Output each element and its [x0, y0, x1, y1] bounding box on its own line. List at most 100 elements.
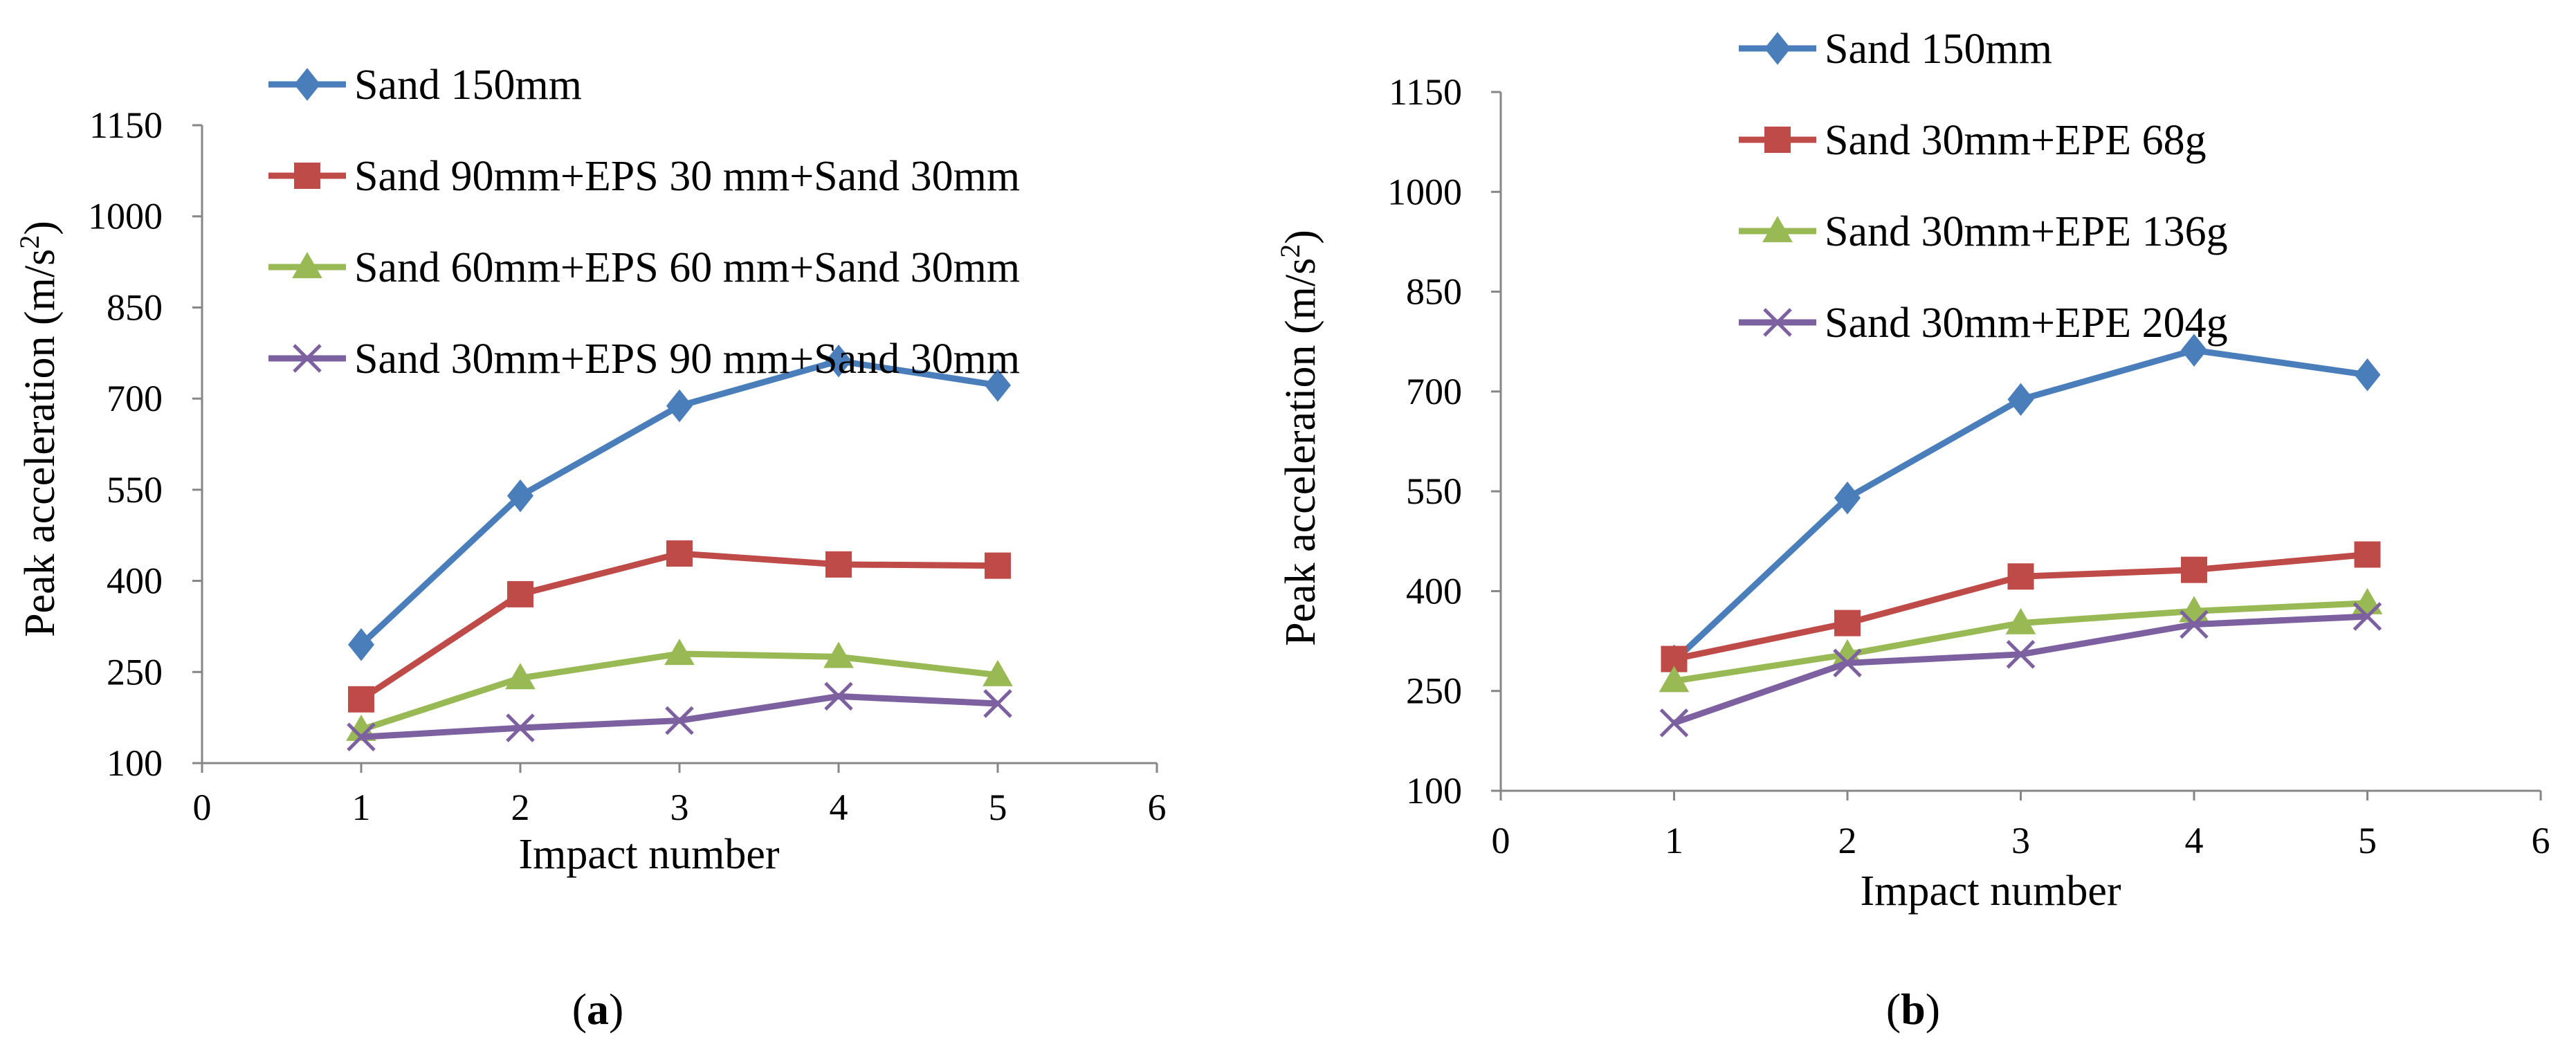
legend-marker	[293, 344, 322, 373]
data-point	[2354, 358, 2381, 392]
data-point	[507, 479, 533, 513]
data-point	[2006, 640, 2036, 669]
legend-label: Sand 90mm+EPS 30 mm+Sand 30mm	[354, 153, 1020, 200]
y-axis-title: Peak acceleration (m/s2)	[14, 221, 64, 637]
data-point	[983, 659, 1013, 686]
legend-label: Sand 150mm	[354, 62, 582, 109]
x-tick-label: 3	[2011, 820, 2030, 861]
series-1	[1661, 333, 2381, 678]
y-tick-label: 550	[107, 469, 163, 511]
x-tick-label: 2	[511, 787, 530, 828]
series-4	[347, 681, 1012, 752]
y-tick-label: 250	[1406, 670, 1462, 712]
x-tick-label: 6	[2532, 820, 2550, 861]
data-point	[347, 722, 376, 752]
data-point	[1659, 708, 1689, 738]
x-tick-label: 0	[193, 787, 212, 828]
x-tick-label: 0	[1492, 820, 1510, 861]
data-point	[1834, 482, 1861, 515]
legend-entry-4: Sand 30mm+EPE 204g	[1739, 300, 2228, 347]
legend-marker	[1762, 216, 1793, 243]
data-point	[2181, 556, 2207, 583]
panel-label: (b)	[1886, 985, 1940, 1034]
panel-label: (a)	[572, 985, 624, 1034]
x-tick-label: 1	[1665, 820, 1683, 861]
data-point	[666, 389, 693, 423]
x-tick-label: 4	[2185, 820, 2204, 861]
y-tick-label: 100	[1406, 770, 1462, 812]
data-point	[985, 369, 1011, 402]
y-tick-label: 700	[1406, 371, 1462, 412]
data-point	[2181, 333, 2207, 367]
legend-label: Sand 60mm+EPS 60 mm+Sand 30mm	[354, 244, 1020, 291]
data-point	[824, 681, 853, 711]
legend-entry-2: Sand 30mm+EPE 68g	[1739, 117, 2207, 164]
legend-entry-1: Sand 150mm	[268, 62, 582, 109]
legend-entry-3: Sand 60mm+EPS 60 mm+Sand 30mm	[268, 244, 1020, 291]
data-point	[2353, 602, 2382, 631]
x-tick-label: 3	[670, 787, 689, 828]
data-point	[823, 641, 854, 668]
y-tick-label: 1150	[89, 104, 163, 146]
series-2	[348, 540, 1011, 713]
y-tick-label: 250	[107, 651, 163, 693]
legend-label: Sand 150mm	[1825, 26, 2052, 73]
data-point	[348, 628, 374, 661]
data-point	[666, 540, 693, 567]
y-axis-title: Peak acceleration (m/s2)	[1275, 230, 1324, 646]
y-tick-label: 850	[1406, 271, 1462, 313]
data-point	[825, 344, 852, 378]
chart-panel-b: 100 250 400 550 700 850 1000 1150 0 1 2 3 4 5 6 Impact …	[1275, 26, 2550, 1034]
data-point	[665, 706, 694, 735]
y-tick-label: 700	[107, 378, 163, 419]
data-point	[505, 663, 536, 690]
legend-marker	[294, 68, 320, 101]
legend-marker	[1763, 308, 1792, 337]
x-tick-label: 2	[1838, 820, 1857, 861]
data-point	[1659, 666, 1690, 693]
data-point	[2007, 563, 2034, 590]
y-tick-label: 1150	[1389, 71, 1462, 113]
series-2	[1661, 541, 2381, 672]
legend-marker	[294, 163, 320, 189]
legend-label: Sand 30mm+EPS 90 mm+Sand 30mm	[354, 336, 1020, 383]
series-line	[360, 693, 998, 740]
data-point	[2354, 541, 2381, 568]
data-point	[985, 552, 1011, 579]
x-axis-title: Impact number	[518, 831, 779, 878]
series-3	[346, 639, 1013, 741]
legend-label: Sand 30mm+EPE 204g	[1825, 300, 2228, 347]
legend-entry-1: Sand 150mm	[1739, 26, 2052, 73]
legend-entry-4: Sand 30mm+EPS 90 mm+Sand 30mm	[268, 336, 1020, 383]
y-tick-label: 400	[1406, 570, 1462, 612]
legend-entry-2: Sand 90mm+EPS 30 mm+Sand 30mm	[268, 153, 1020, 200]
legend-label: Sand 30mm+EPE 68g	[1825, 117, 2207, 164]
data-point	[506, 713, 535, 742]
data-point	[2007, 383, 2034, 416]
chart-panel-a: 100 250 400 550 700 850 1000 1150 0 1 2 3 4 5 6 Impact …	[14, 62, 1167, 1034]
series-4	[1659, 602, 2382, 738]
y-tick-label: 850	[107, 286, 163, 328]
legend-label: Sand 30mm+EPE 136g	[1825, 208, 2228, 255]
data-point	[2180, 610, 2209, 639]
data-point	[2005, 607, 2036, 634]
data-point	[507, 580, 533, 607]
x-tick-label: 4	[830, 787, 848, 828]
series-line	[359, 550, 998, 702]
data-point	[348, 686, 374, 713]
data-point	[1833, 648, 1862, 678]
data-point	[825, 551, 852, 578]
y-tick-label: 400	[107, 560, 163, 602]
data-point	[983, 689, 1012, 718]
legend-entry-3: Sand 30mm+EPE 136g	[1739, 208, 2228, 255]
legend-marker	[292, 252, 322, 279]
data-point	[664, 639, 695, 666]
legend-marker	[1764, 127, 1791, 153]
y-tick-label: 550	[1406, 470, 1462, 512]
x-axis-title: Impact number	[1860, 868, 2121, 915]
series-1	[348, 344, 1011, 661]
legend-marker	[1764, 32, 1791, 65]
x-tick-label: 1	[352, 787, 371, 828]
x-tick-label: 5	[989, 787, 1007, 828]
